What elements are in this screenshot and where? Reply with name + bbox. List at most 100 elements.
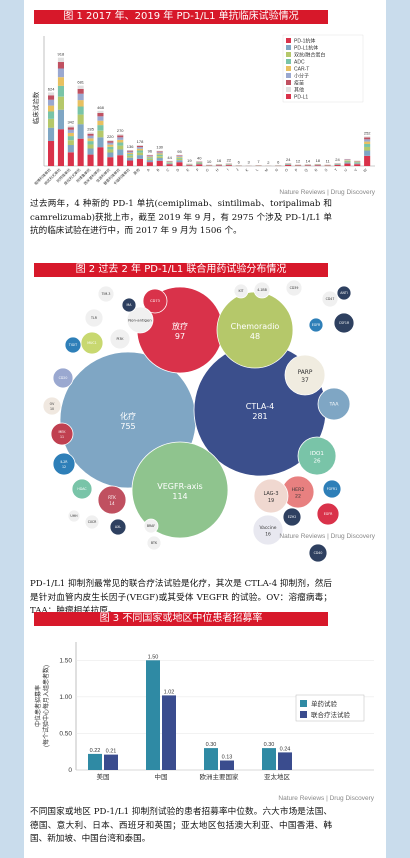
figure1-bar-segment [57, 77, 64, 86]
figure3-legend-swatch [300, 700, 307, 707]
figure1-x-tick: A [146, 167, 151, 172]
figure1-legend-label: 其他 [294, 87, 304, 94]
page-margin-right [386, 0, 410, 858]
figure2-bubble [143, 518, 159, 534]
figure1-bar-segment [127, 152, 134, 155]
figure1-bar-segment [57, 57, 64, 63]
figure2-bubble-label: BTK [151, 541, 158, 545]
figure2-bubble-value: 16 [265, 531, 271, 537]
figure1-bar-segment [107, 146, 114, 150]
figure2-bubble-label: IDO1 [310, 451, 324, 457]
figure1-bar-segment [156, 160, 163, 167]
figure2-bubble [109, 328, 131, 350]
figure2-bubble [322, 479, 342, 499]
figure1-bar-segment [146, 155, 153, 156]
figure1-bar-segment [344, 162, 351, 164]
figure1-bar-segment [77, 106, 84, 115]
figure2-bubble-value: 755 [120, 422, 135, 431]
figure1-bar-value: 6 [238, 159, 241, 164]
figure1-legend-label: PD-L1 [294, 95, 308, 101]
figure1-legend-swatch [286, 66, 291, 71]
figure1-bar-segment [344, 160, 351, 161]
figure1-bar-segment [107, 157, 114, 167]
figure2-bubble [67, 509, 81, 523]
figure1-bar-segment [166, 164, 173, 166]
figure1-bar-segment [354, 162, 361, 163]
figure1-bar-segment [364, 155, 371, 167]
figure3-y-tick: 1.50 [59, 657, 72, 664]
figure3-caption: 不同国家或地区 PD-1/L1 抑制剂试验的患者招募率中位数。六大市场是法国、德… [30, 807, 332, 844]
figure1-bar-segment [97, 110, 104, 114]
figure1-bar-segment [97, 147, 104, 166]
figure2-bubble [336, 285, 352, 301]
figure1-legend-label: PD-L1抗体 [294, 45, 318, 52]
figure1-bar-value: 285 [87, 126, 94, 131]
figure1-legend-swatch [286, 45, 291, 50]
figure3-legend-box [295, 694, 365, 722]
figure1-bar-value: 24 [335, 157, 340, 162]
figure1-bar-segment [166, 163, 173, 165]
figure1-bar-segment [166, 162, 173, 163]
figure1-bar-segment [97, 120, 104, 126]
figure3-legend-label: 单药试验 [311, 699, 338, 708]
figure2-bubble-label: HDAC [77, 487, 87, 491]
figure3-y-tick: 0.50 [59, 730, 72, 737]
figure1-bar-segment [176, 162, 183, 167]
figure2-bubble [308, 543, 328, 563]
figure2-bubble [321, 290, 339, 308]
figure1-bar-segment [107, 144, 114, 147]
figure3-bar [278, 752, 292, 770]
figure2-bubble-label: Vaccine [260, 525, 277, 531]
figure1-bar-value: 342 [67, 120, 74, 125]
figure2-bubble-value: 22 [295, 494, 301, 500]
figure2-bubble-label: Chemoradio [231, 322, 280, 331]
figure3-x-tick: 欧洲主要国家 [200, 772, 240, 781]
figure1-bar-segment [354, 163, 361, 165]
figure2-bubble [50, 422, 74, 446]
figure2-bubble-value: 11 [60, 435, 64, 439]
figure2-bubble [333, 312, 355, 334]
figure2-bubble-label: FGFR1 [327, 487, 337, 491]
figure3-x-tick: 美国 [97, 772, 110, 781]
figure1-bar-segment [67, 145, 74, 153]
figure3-credit: Nature Reviews | Drug Discovery [278, 795, 374, 802]
figure2-bubble-value: 19 [268, 498, 274, 504]
figure2-bubble-label: EGFR [324, 512, 333, 516]
figure1-legend-label: 小分子 [294, 73, 309, 80]
figure3-bar-value: 0.13 [222, 755, 233, 761]
figure1-x-tick: F [196, 167, 201, 172]
figure1-bar-value: 16 [217, 158, 222, 163]
figure1-bar-segment [87, 135, 94, 139]
figure3-bar-value: 1.50 [148, 654, 159, 660]
figure1-bar-segment [156, 156, 163, 159]
figure1-bar-segment [57, 109, 64, 130]
figure2-bubble-label: IL2R [60, 460, 68, 464]
figure2-bubble-label: AXL [115, 525, 121, 529]
figure1-bar-segment [48, 95, 55, 100]
figure2-bubble-value: 114 [172, 492, 187, 501]
figure2-bubble [142, 288, 168, 314]
figure1-bar-value: 44 [167, 155, 172, 160]
figure1-bar-segment [77, 93, 84, 101]
figure1-bar-segment [87, 148, 94, 155]
figure1-bar-segment [57, 85, 64, 97]
figure1-bar-segment [176, 157, 183, 159]
figure1-bar-segment [136, 147, 143, 149]
figure1-bar-segment [146, 155, 153, 157]
figure1-x-tick: I [226, 168, 230, 172]
figure2-bubble-label: CD73 [150, 299, 160, 303]
figure2-bubble-label: EZH2 [288, 515, 297, 519]
figure1-bar-segment [87, 144, 94, 149]
figure1-bar-segment [176, 158, 183, 161]
figure3-x-tick: 中国 [155, 772, 168, 781]
figure1-bar-segment [67, 136, 74, 141]
figure1-bar-segment [136, 152, 143, 156]
figure3-bar-value: 0.21 [106, 749, 117, 755]
figure2-bubble [317, 387, 351, 421]
figure1-bar-segment [87, 154, 94, 167]
figure1-bar-segment [117, 142, 124, 146]
figure2-bubble-value: 97 [175, 332, 185, 341]
figure1-bar-segment [67, 129, 74, 133]
figure1-x-tick: M [264, 168, 269, 173]
figure2-bubble-label: TAA [328, 402, 339, 408]
